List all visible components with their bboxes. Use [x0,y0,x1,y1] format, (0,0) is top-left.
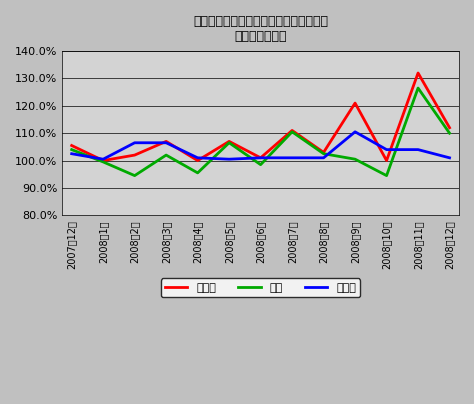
客単価 [447,156,452,160]
客単価 [352,129,358,134]
客数 [321,151,327,156]
客数 [132,173,137,178]
客数 [100,160,106,164]
売上高 [164,139,169,144]
客単価 [69,151,74,156]
客数 [384,173,390,178]
客数 [289,129,295,134]
売上高 [258,156,264,160]
客単価 [258,156,264,160]
Line: 売上高: 売上高 [72,73,449,160]
客単価 [415,147,421,152]
Legend: 売上高, 客数, 客単価: 売上高, 客数, 客単価 [161,278,360,297]
客数 [195,170,201,175]
客数 [447,131,452,136]
客数 [69,147,74,152]
客単価 [384,147,390,152]
売上高 [195,158,201,163]
客数 [258,162,264,167]
売上高 [100,158,106,163]
客単価 [289,156,295,160]
売上高 [69,143,74,148]
Line: 客単価: 客単価 [72,132,449,159]
客単価 [226,157,232,162]
客数 [352,157,358,162]
客単価 [321,156,327,160]
Line: 客数: 客数 [72,88,449,176]
売上高 [447,125,452,130]
Title: ユニクロの直近一年間における売上推移
（前年同月比）: ユニクロの直近一年間における売上推移 （前年同月比） [193,15,328,43]
客数 [164,153,169,158]
売上高 [321,150,327,155]
客数 [226,140,232,145]
客単価 [132,140,137,145]
売上高 [132,153,137,158]
客単価 [195,156,201,160]
売上高 [289,128,295,133]
客単価 [100,157,106,162]
客数 [415,86,421,90]
売上高 [352,101,358,105]
売上高 [226,139,232,144]
客単価 [164,140,169,145]
売上高 [384,158,390,163]
売上高 [415,71,421,76]
